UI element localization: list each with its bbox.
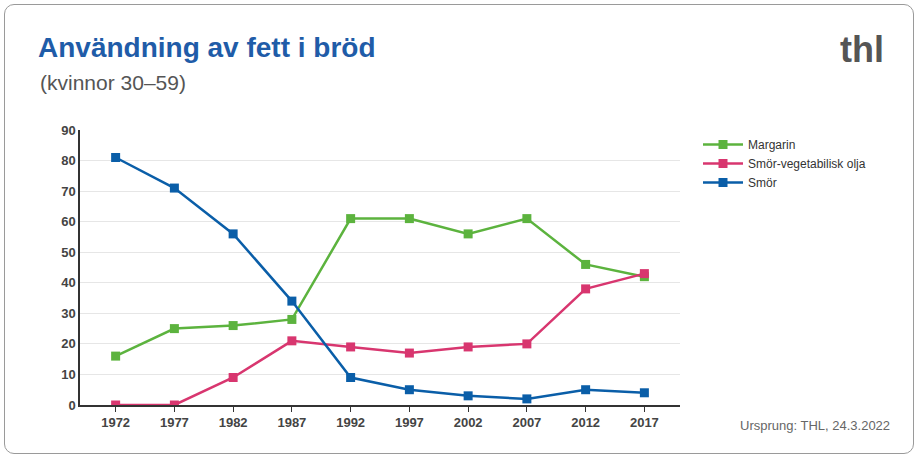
svg-text:2012: 2012: [571, 415, 600, 430]
svg-text:60: 60: [61, 214, 75, 229]
svg-text:Smör-vegetabilisk olja: Smör-vegetabilisk olja: [748, 157, 866, 171]
svg-text:50: 50: [61, 245, 75, 260]
svg-text:2017: 2017: [630, 415, 659, 430]
svg-text:1992: 1992: [336, 415, 365, 430]
svg-text:thl: thl: [840, 29, 884, 70]
svg-text:70: 70: [61, 184, 75, 199]
svg-text:20: 20: [61, 336, 75, 351]
svg-text:(kvinnor 30–59): (kvinnor 30–59): [40, 71, 186, 94]
svg-text:1987: 1987: [277, 415, 306, 430]
svg-text:1997: 1997: [395, 415, 424, 430]
svg-text:1982: 1982: [219, 415, 248, 430]
svg-text:1977: 1977: [160, 415, 189, 430]
svg-text:Smör: Smör: [748, 176, 777, 190]
svg-text:Ursprung: THL, 24.3.2022: Ursprung: THL, 24.3.2022: [740, 418, 890, 433]
svg-text:90: 90: [61, 123, 75, 138]
svg-text:2007: 2007: [512, 415, 541, 430]
svg-text:40: 40: [61, 275, 75, 290]
svg-text:10: 10: [61, 367, 75, 382]
svg-text:80: 80: [61, 153, 75, 168]
svg-text:2002: 2002: [454, 415, 483, 430]
svg-text:Användning av fett i bröd: Användning av fett i bröd: [38, 32, 376, 63]
svg-text:1972: 1972: [101, 415, 130, 430]
svg-text:Margarin: Margarin: [748, 138, 795, 152]
svg-text:30: 30: [61, 306, 75, 321]
svg-text:0: 0: [68, 398, 75, 413]
